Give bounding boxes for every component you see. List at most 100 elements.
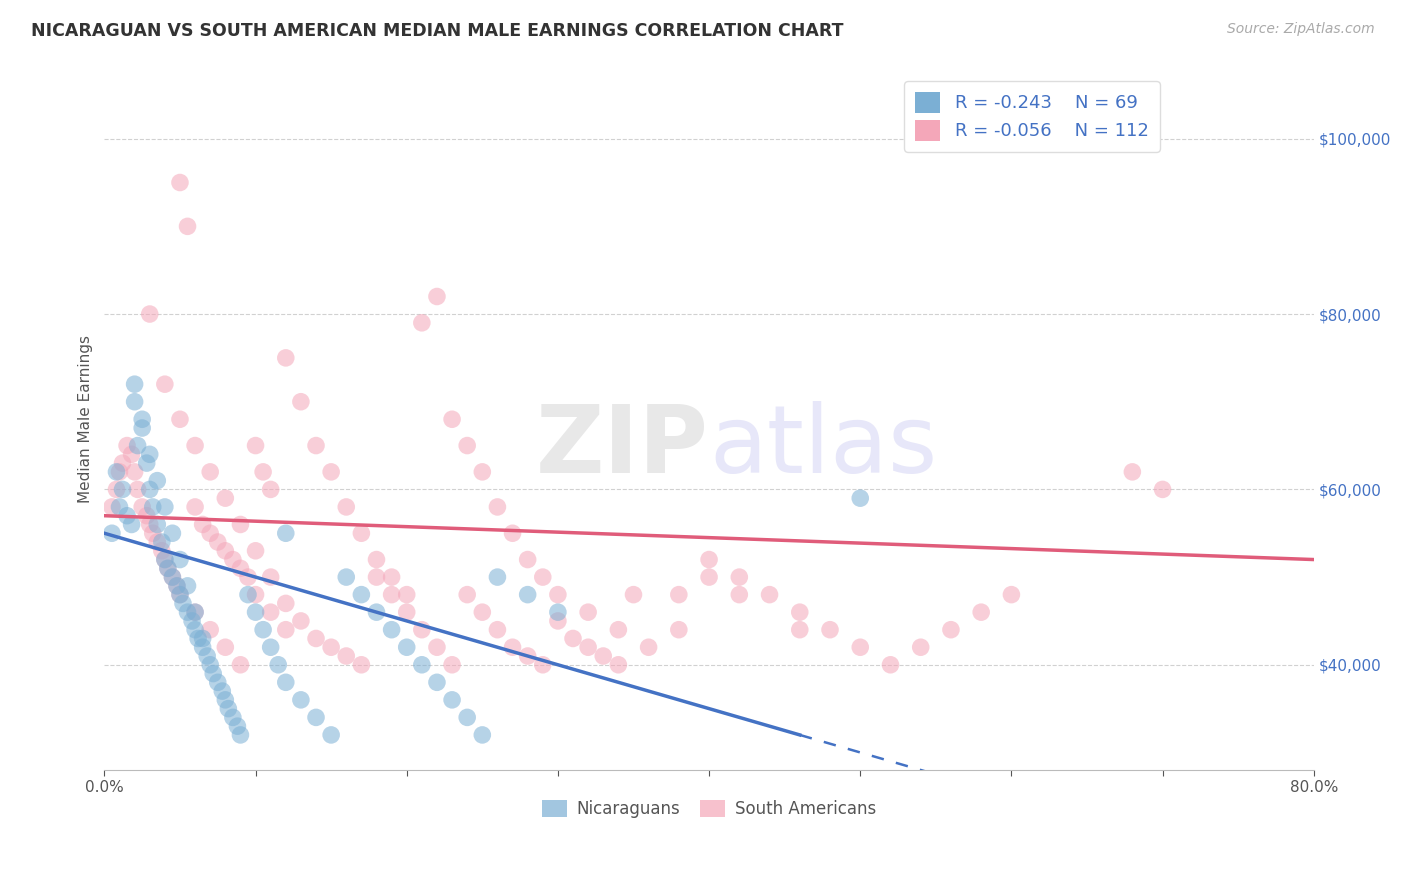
Point <box>305 710 328 724</box>
Point <box>366 570 388 584</box>
Point <box>153 500 176 514</box>
Text: ZIP: ZIP <box>536 401 709 493</box>
Point <box>758 588 780 602</box>
Point <box>274 526 297 541</box>
Point <box>101 500 124 514</box>
Point <box>1121 465 1143 479</box>
Point <box>366 552 388 566</box>
Text: atlas: atlas <box>709 401 938 493</box>
Point <box>939 623 962 637</box>
Point <box>181 614 204 628</box>
Point <box>162 570 184 584</box>
Point <box>395 640 418 655</box>
Point <box>697 552 720 566</box>
Point <box>456 439 478 453</box>
Point <box>471 728 494 742</box>
Point <box>252 623 274 637</box>
Point <box>818 623 841 637</box>
Point <box>166 579 188 593</box>
Point <box>138 447 160 461</box>
Point <box>849 640 872 655</box>
Point <box>214 693 236 707</box>
Point <box>411 657 433 672</box>
Point <box>267 657 290 672</box>
Point <box>184 623 207 637</box>
Point <box>172 596 194 610</box>
Point <box>124 377 146 392</box>
Point <box>607 657 630 672</box>
Point <box>274 596 297 610</box>
Point <box>211 684 233 698</box>
Point <box>184 605 207 619</box>
Point <box>101 526 124 541</box>
Point <box>156 561 179 575</box>
Point <box>200 623 222 637</box>
Point <box>910 640 932 655</box>
Point <box>245 543 267 558</box>
Point <box>486 570 509 584</box>
Point <box>184 605 207 619</box>
Point <box>217 701 239 715</box>
Point <box>1152 483 1174 497</box>
Point <box>124 394 146 409</box>
Point <box>879 657 901 672</box>
Point <box>135 456 157 470</box>
Point <box>207 535 229 549</box>
Point <box>668 623 690 637</box>
Text: NICARAGUAN VS SOUTH AMERICAN MEDIAN MALE EARNINGS CORRELATION CHART: NICARAGUAN VS SOUTH AMERICAN MEDIAN MALE… <box>31 22 844 40</box>
Point <box>789 605 811 619</box>
Point <box>245 439 267 453</box>
Point <box>229 561 252 575</box>
Point <box>486 623 509 637</box>
Point <box>637 640 659 655</box>
Point <box>222 710 245 724</box>
Point <box>236 570 259 584</box>
Point <box>411 623 433 637</box>
Point <box>668 588 690 602</box>
Point <box>229 728 252 742</box>
Point <box>576 640 599 655</box>
Point <box>274 675 297 690</box>
Point <box>516 648 538 663</box>
Point <box>200 526 222 541</box>
Point <box>1000 588 1022 602</box>
Point <box>305 632 328 646</box>
Point <box>381 623 404 637</box>
Point <box>728 570 751 584</box>
Point <box>426 289 449 303</box>
Point <box>260 483 283 497</box>
Point <box>169 412 191 426</box>
Point <box>166 579 188 593</box>
Point <box>202 666 225 681</box>
Point <box>146 535 169 549</box>
Point <box>381 570 404 584</box>
Point <box>200 465 222 479</box>
Point <box>321 465 343 479</box>
Point <box>214 491 236 505</box>
Point <box>115 508 138 523</box>
Point <box>131 421 153 435</box>
Point <box>335 570 357 584</box>
Point <box>381 588 404 602</box>
Point <box>153 552 176 566</box>
Point <box>195 648 218 663</box>
Point <box>191 632 214 646</box>
Point <box>411 316 433 330</box>
Point <box>150 535 173 549</box>
Point <box>184 500 207 514</box>
Point <box>146 517 169 532</box>
Point <box>547 614 569 628</box>
Point <box>127 483 149 497</box>
Point <box>516 588 538 602</box>
Point <box>245 588 267 602</box>
Point <box>138 307 160 321</box>
Point <box>290 614 312 628</box>
Point <box>153 377 176 392</box>
Point <box>290 693 312 707</box>
Point <box>395 605 418 619</box>
Point <box>187 632 209 646</box>
Point <box>108 465 131 479</box>
Point <box>105 483 128 497</box>
Point <box>274 623 297 637</box>
Point <box>176 219 198 234</box>
